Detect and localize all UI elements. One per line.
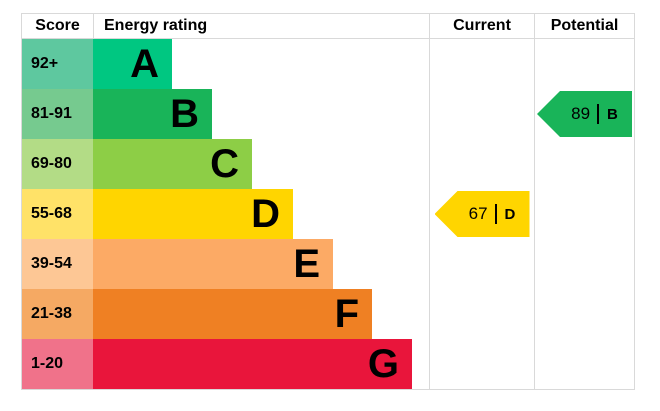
potential-column-cell — [534, 289, 634, 339]
potential-rating-letter: B — [607, 105, 618, 123]
band-score-label: 21-38 — [31, 305, 72, 322]
potential-column-cell — [534, 39, 634, 89]
band-score-label: 69-80 — [31, 155, 72, 172]
band-score-label: 1-20 — [31, 355, 64, 372]
current-column-cell — [429, 139, 534, 189]
band-letter: G — [367, 342, 399, 386]
potential-column-cell — [534, 139, 634, 189]
band-letter: E — [293, 242, 320, 286]
band-bar: G — [93, 339, 412, 389]
band-bar: D — [93, 189, 293, 239]
band-bar-cell: D — [93, 189, 429, 239]
potential-column-cell — [534, 189, 634, 239]
band-row: 39-54 E — [22, 239, 634, 289]
epc-table: Score Energy rating Current Potential 92… — [21, 13, 635, 390]
band-bar: B — [93, 89, 212, 139]
header-energy-rating: Energy rating — [93, 14, 429, 38]
band-score-cell: 21-38 — [22, 289, 93, 339]
band-score-label: 39-54 — [31, 255, 72, 272]
band-letter: C — [210, 142, 239, 186]
band-score-label: 92+ — [31, 55, 59, 72]
band-score-label: 55-68 — [31, 205, 72, 222]
band-score-cell: 81-91 — [22, 89, 93, 139]
band-letter: B — [170, 92, 199, 136]
band-score-label: 81-91 — [31, 105, 72, 122]
band-bar: A — [93, 39, 172, 89]
header-row: Score Energy rating Current Potential — [22, 14, 634, 39]
band-row: 81-91 B 89 B — [22, 89, 634, 139]
band-letter: A — [130, 42, 159, 86]
current-column-cell: 67 D — [429, 189, 534, 239]
band-row: 69-80 C — [22, 139, 634, 189]
potential-rating-value: 89 — [571, 104, 591, 123]
band-letter: D — [251, 192, 280, 236]
current-column-cell — [429, 339, 534, 389]
band-bar: C — [93, 139, 252, 189]
band-score-cell: 39-54 — [22, 239, 93, 289]
header-potential: Potential — [534, 14, 634, 38]
band-score-cell: 92+ — [22, 39, 93, 89]
band-score-cell: 1-20 — [22, 339, 93, 389]
band-row: 1-20 G — [22, 339, 634, 389]
band-row: 21-38 F — [22, 289, 634, 339]
current-rating-letter: D — [504, 205, 516, 223]
band-row: 55-68 D 67 D — [22, 189, 634, 239]
band-letter: F — [334, 292, 359, 336]
header-current: Current — [429, 14, 534, 38]
band-bar-cell: A — [93, 39, 429, 89]
band-score-cell: 69-80 — [22, 139, 93, 189]
band-score-cell: 55-68 — [22, 189, 93, 239]
potential-column-cell — [534, 239, 634, 289]
current-rating-arrow: 67 D — [434, 191, 530, 237]
band-bar-cell: B — [93, 89, 429, 139]
current-column-cell — [429, 39, 534, 89]
potential-column-cell — [534, 339, 634, 389]
band-bar: F — [93, 289, 372, 339]
band-bar: E — [93, 239, 333, 289]
potential-rating-divider — [597, 104, 600, 124]
current-rating-divider — [494, 204, 497, 224]
current-rating-value: 67 — [468, 204, 488, 223]
band-bar-cell: F — [93, 289, 429, 339]
current-column-cell — [429, 89, 534, 139]
header-score: Score — [35, 17, 80, 34]
band-bar-cell: E — [93, 239, 429, 289]
band-row: 92+ A — [22, 39, 634, 89]
potential-rating-arrow: 89 B — [537, 91, 632, 137]
band-bar-cell: C — [93, 139, 429, 189]
potential-column-cell: 89 B — [534, 89, 634, 139]
band-bar-cell: G — [93, 339, 429, 389]
current-column-cell — [429, 239, 534, 289]
current-column-cell — [429, 289, 534, 339]
band-rows: 92+ A 81-91 B 89 B 69-80 C — [22, 39, 634, 389]
